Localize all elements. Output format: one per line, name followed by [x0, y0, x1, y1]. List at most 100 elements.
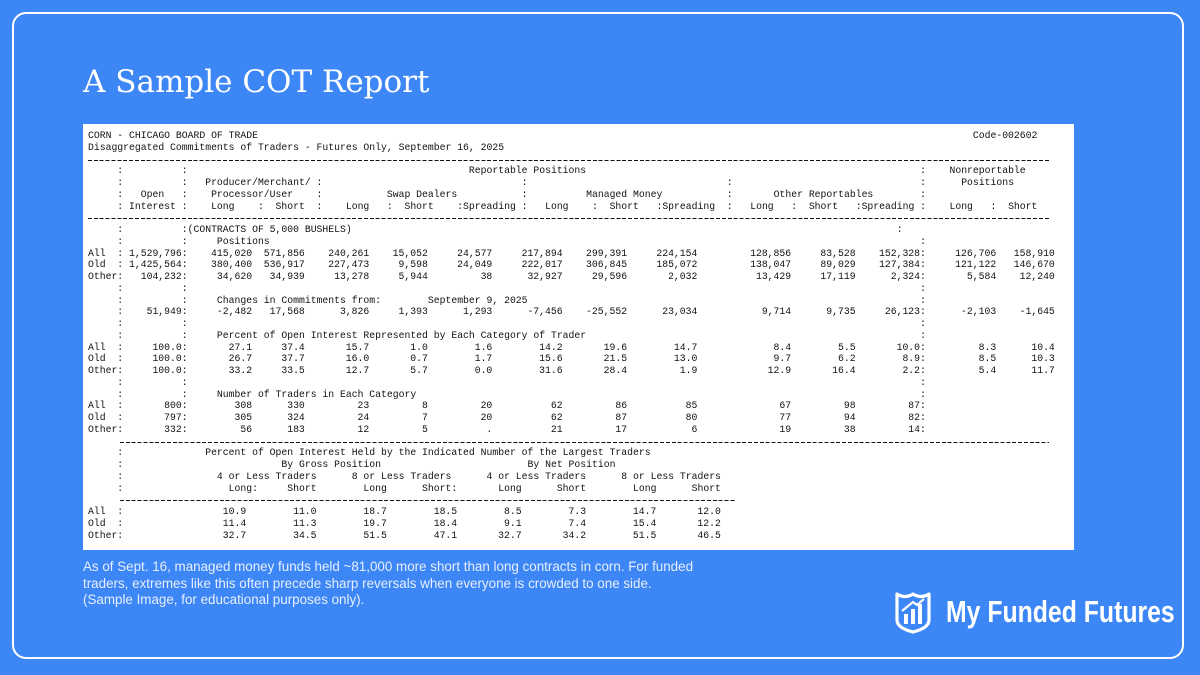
cell: 1.6: [474, 341, 493, 353]
row-label: All :: [88, 400, 124, 412]
rule: [88, 154, 1050, 166]
report-line: : : Reportable Positions : Nonreportable: [88, 165, 1026, 177]
cell: 380,400: [211, 259, 253, 271]
report-line: : Long: Short Long Short: Long Short Lon…: [88, 482, 721, 494]
data-row: Other: 100.0: 33.2 33.5 12.7 5.7 0.0 31.6 28.4 1.…: [88, 365, 1074, 377]
cell: 222,017: [521, 259, 563, 271]
cell: 185,072: [656, 259, 698, 271]
cell: 1,393: [398, 306, 428, 318]
report-line: : By Gross Position By Net Position: [88, 459, 616, 470]
market: CORN - CHICAGO BOARD OF TRADE: [88, 130, 258, 141]
cell: 12,240: [1019, 271, 1055, 282]
cell: 797:: [164, 412, 188, 423]
cell: 100.0:: [152, 353, 188, 365]
cell: 13,429: [755, 271, 792, 282]
row-label: Old :: [88, 412, 124, 423]
caption-line: (Sample Image, for educational purposes …: [83, 592, 365, 608]
brand-name: My Funded Futures: [946, 594, 1175, 629]
cell: 31.6: [539, 365, 563, 376]
cell: 47.1: [433, 529, 458, 541]
data-row: All : 800: 308 330 23 8 20 62 86 85 67 98 87:: [88, 400, 1074, 412]
cell: 15.4: [632, 517, 657, 529]
cell: 20: [480, 400, 493, 412]
report-line: : : Percent of Open Interest Represented…: [88, 329, 927, 341]
cell: .: [486, 423, 493, 435]
cell: 8: [421, 400, 428, 412]
cell: 127,384:: [879, 259, 926, 271]
cell: 87: [615, 412, 628, 423]
cell: 56: [240, 423, 253, 435]
cell: 8.3: [978, 341, 997, 353]
cell: 80: [685, 412, 698, 423]
cell: 89,029: [820, 259, 856, 271]
cell: 306,845: [586, 259, 628, 271]
cell: 19.7: [363, 517, 387, 529]
cell: 10.4: [1031, 341, 1055, 353]
cell: 9.7: [773, 353, 792, 365]
cell: 32.7: [222, 529, 247, 541]
cell: 51.5: [632, 529, 657, 541]
data-row: Old : 11.4 11.3 19.7 18.4 9.1 7.4 15.4 12.2: [88, 518, 1074, 530]
cell: 11.0: [293, 506, 317, 517]
cell: 51,949:: [146, 306, 188, 318]
cell: 0.0: [474, 365, 493, 376]
row-label: Other:: [88, 423, 124, 435]
cell: 9,714: [761, 306, 792, 318]
cell: 1,293: [462, 306, 493, 318]
cell: 16.0: [345, 353, 370, 365]
cell: 299,391: [586, 247, 628, 259]
cell: 332:: [164, 423, 188, 435]
cell: 83,528: [820, 247, 856, 259]
cell: 18.4: [433, 517, 458, 529]
cell: 14.2: [539, 341, 563, 353]
data-row: Other: 332: 56 183 12 5. 21 17 6 19 38 14:: [88, 424, 1074, 436]
cell: 14.7: [632, 506, 657, 517]
cell: 308: [234, 400, 253, 412]
report-line: : : :: [88, 318, 927, 329]
cell: 24: [357, 412, 370, 423]
cell: 51.5: [363, 529, 387, 541]
cell: 1.0: [410, 341, 428, 353]
cell: 32.7: [498, 529, 522, 541]
report-header: CORN - CHICAGO BOARD OF TRADE Code-002602: [88, 130, 1037, 142]
data-row: : 51,949: -2,482 17,568 3,826 1,393 1,293 -7,45…: [88, 306, 1074, 318]
cell: 18.5: [433, 506, 458, 517]
cell: 77: [779, 412, 792, 423]
data-row: Old : 100.0: 26.7 37.7 16.0 0.7 1.7 15.6 21.5 13.…: [88, 353, 1074, 365]
cell: 536,917: [263, 259, 305, 271]
cell: 224,154: [656, 247, 698, 259]
report-line: : : :: [88, 376, 927, 388]
cell: 28.4: [603, 365, 628, 376]
cell: 324: [287, 412, 305, 423]
cell: 19.6: [603, 341, 628, 353]
cell: 5,584: [966, 271, 997, 282]
cell: 217,894: [521, 247, 563, 259]
cell: 183: [287, 423, 305, 435]
cell: 20: [480, 412, 493, 423]
cell: 12.9: [767, 365, 792, 376]
cell: 98: [843, 400, 856, 412]
cell: -2,482: [216, 306, 253, 318]
cell: 158,910: [1013, 247, 1055, 259]
row-label: Old :: [88, 353, 124, 365]
cell: 67: [779, 400, 792, 412]
cell: -1,645: [1019, 306, 1055, 318]
cell: 26.7: [228, 353, 253, 365]
cell: 19: [779, 423, 792, 435]
cell: 800:: [164, 400, 188, 412]
data-row: All : 10.9 11.0 18.7 18.5 8.5 7.3 14.7 12.0: [88, 506, 1074, 518]
cell: 13,278: [334, 271, 370, 282]
report-line: : Interest : Long : Short : Long : Short…: [88, 200, 1038, 212]
cell: 85: [685, 400, 698, 412]
cell: 12.2: [697, 517, 721, 529]
cell: 82:: [908, 412, 926, 423]
cell: 21: [550, 423, 563, 435]
cell: 9,598: [398, 259, 428, 271]
cell: 9.1: [504, 517, 522, 529]
cell: 138,047: [750, 259, 792, 271]
cell: 126,706: [955, 247, 997, 259]
cell: 27.1: [228, 341, 253, 353]
cell: -7,456: [527, 306, 563, 318]
cell: 1,529,796:: [129, 247, 188, 259]
